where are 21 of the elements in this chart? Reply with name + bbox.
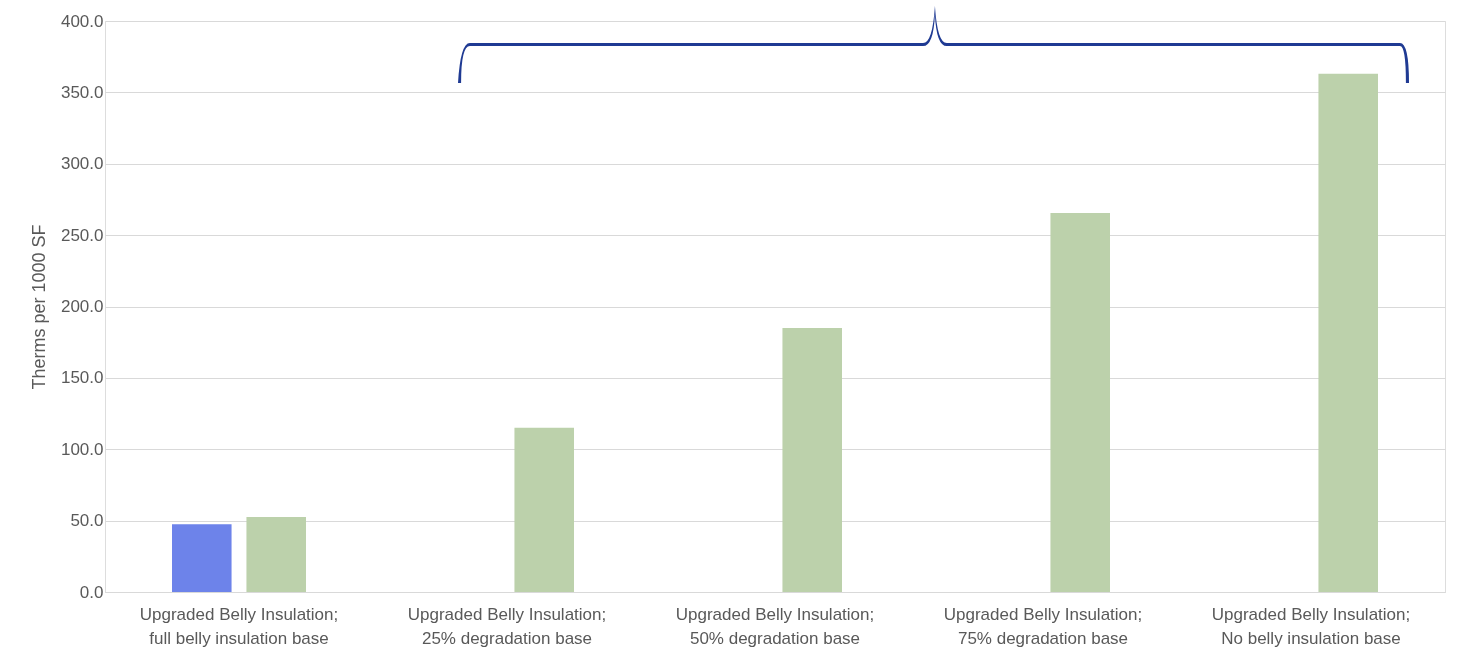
- bar: [246, 517, 306, 592]
- x-tick-label: Upgraded Belly Insulation; 25% degradation base: [407, 604, 607, 648]
- x-tick-label: Upgraded Belly Insulation; full belly insulation base: [139, 604, 339, 648]
- y-tick-label: 400.0: [60, 11, 104, 31]
- y-tick-label: 300.0: [60, 154, 104, 174]
- y-tick-label: 200.0: [60, 297, 104, 316]
- bar: [172, 524, 232, 592]
- x-tick-label: Upgraded Belly Insulation; 75% degradation base: [943, 604, 1143, 648]
- bar: [782, 327, 842, 592]
- y-tick-label: 350.0: [60, 82, 104, 102]
- bar: [1318, 73, 1378, 592]
- y-tick-label: 50.0: [70, 511, 104, 531]
- y-tick-label: 150.0: [60, 368, 104, 388]
- x-tick-label: Upgraded Belly Insulation; 50% degradation base: [675, 604, 875, 648]
- y-tick-label: 0.0: [79, 582, 104, 602]
- y-axis-title: Therms per 1000 SF: [28, 224, 49, 390]
- bar: [514, 427, 574, 592]
- y-tick-label: 100.0: [60, 439, 104, 459]
- y-tick-label: 250.0: [60, 225, 104, 245]
- x-tick-label: Upgraded Belly Insulation; No belly insulation base: [1211, 604, 1411, 648]
- bar: [1050, 213, 1110, 592]
